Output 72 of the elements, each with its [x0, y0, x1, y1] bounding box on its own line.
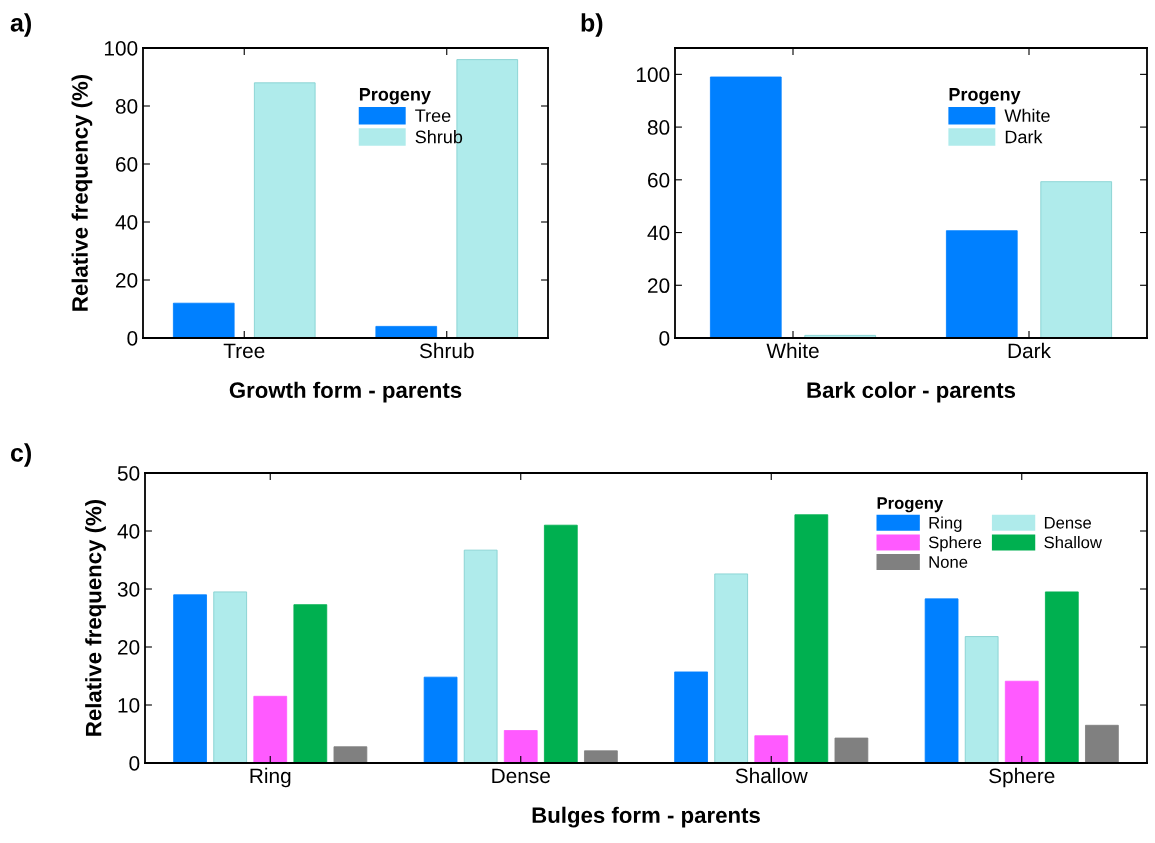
- y-tick-label: 40: [115, 215, 138, 230]
- bar: [503, 730, 538, 763]
- x-tick-label: Shrub: [419, 342, 474, 359]
- text: c): [10, 443, 31, 467]
- x-axis-title: Bulges form - parents: [532, 806, 760, 828]
- y-tick-label: 40: [647, 225, 670, 241]
- legend-label: Shallow: [1044, 536, 1102, 549]
- bar: [375, 325, 438, 338]
- bar: [213, 591, 248, 763]
- legend-title: Progeny: [949, 88, 1021, 105]
- y-tick-label: 20: [648, 278, 670, 294]
- bar: [173, 594, 207, 763]
- y-tick-label: 80: [647, 120, 670, 135]
- legend-label: Tree: [415, 109, 451, 123]
- y-tick-label: 20: [116, 273, 138, 288]
- y-tick-label: 60: [116, 157, 138, 172]
- bar: [253, 695, 288, 763]
- y-tick-label: 40: [117, 524, 140, 539]
- bar: [794, 514, 829, 763]
- bar: [945, 230, 1018, 338]
- bar: [543, 524, 578, 763]
- legend-label: None: [929, 556, 968, 568]
- bar: [253, 82, 316, 338]
- bar: [584, 750, 618, 763]
- y-axis-title: Relative frequency (%): [71, 74, 93, 311]
- x-tick-label: Tree: [223, 343, 265, 359]
- y-tick-label: 20: [118, 640, 140, 655]
- bar: [754, 735, 789, 763]
- y-tick-label: 50: [117, 466, 140, 481]
- y-tick-label: 60: [648, 172, 670, 188]
- bar: [1044, 591, 1079, 763]
- y-tick-label: 80: [115, 99, 138, 114]
- bar: [463, 549, 498, 763]
- text: a): [10, 13, 31, 37]
- y-tick-label: 10: [118, 698, 140, 713]
- y-axis-title: Relative frequency (%): [85, 499, 106, 736]
- bar: [1040, 181, 1113, 338]
- text: b): [581, 13, 603, 37]
- bar: [1085, 724, 1119, 763]
- x-tick-label: Ring: [250, 767, 291, 788]
- bar: [834, 737, 869, 763]
- legend-label: White: [1004, 108, 1050, 123]
- legend-label: Shrub: [415, 130, 463, 144]
- y-tick-label: 0: [127, 331, 138, 346]
- legend-label: Dark: [1005, 130, 1043, 144]
- y-tick-label: 0: [129, 756, 140, 771]
- x-axis-title: Bark color - parents: [807, 381, 1016, 403]
- y-tick-label: 100: [104, 41, 138, 56]
- legend-label: Dense: [1044, 517, 1092, 529]
- y-tick-label: 0: [659, 331, 670, 346]
- y-tick-label: 100: [636, 67, 670, 83]
- legend-label: Sphere: [928, 536, 982, 552]
- legend-title: Progeny: [877, 497, 944, 513]
- bar: [924, 598, 959, 763]
- bar: [293, 604, 328, 763]
- y-tick-label: 30: [117, 582, 140, 597]
- x-axis-title: Growth form - parents: [229, 381, 462, 403]
- legend-title: Progeny: [359, 88, 431, 105]
- x-tick-label: Shallow: [735, 767, 808, 784]
- x-tick-label: White: [766, 342, 819, 359]
- bar: [714, 573, 749, 763]
- bar: [709, 76, 782, 338]
- x-tick-label: Sphere: [989, 767, 1055, 788]
- x-tick-label: Dark: [1008, 342, 1052, 359]
- bar: [674, 671, 708, 763]
- bar: [1004, 680, 1039, 763]
- legend-label: Ring: [929, 516, 962, 532]
- bar: [964, 636, 999, 763]
- x-tick-label: Dense: [492, 768, 550, 784]
- bar: [333, 746, 368, 763]
- bar: [423, 676, 458, 763]
- bar: [172, 302, 235, 338]
